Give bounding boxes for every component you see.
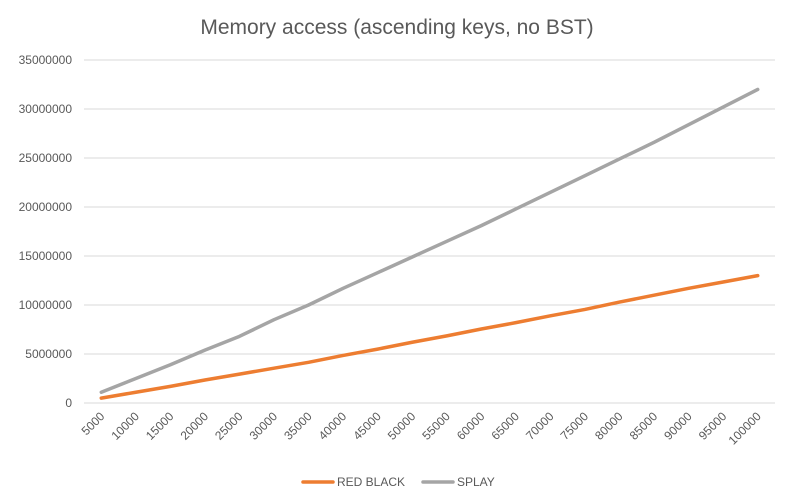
x-tick-label: 30000 xyxy=(247,409,281,443)
x-axis-tick-labels: 5000 10000 15000 20000 25000 30000 35000 40000 4… xyxy=(79,409,764,447)
series-line-red-black xyxy=(99,273,760,400)
x-tick-label: 20000 xyxy=(178,409,212,443)
y-tick-label: 25000000 xyxy=(19,151,73,165)
legend: RED BLACK SPLAY xyxy=(301,475,495,489)
x-tick-label: 15000 xyxy=(143,409,177,443)
x-tick-label: 35000 xyxy=(281,409,315,443)
data-series xyxy=(99,87,760,400)
x-tick-label: 80000 xyxy=(592,409,626,443)
x-tick-label: 65000 xyxy=(488,409,522,443)
legend-label: RED BLACK xyxy=(337,475,405,489)
gridlines xyxy=(84,59,775,404)
legend-label: SPLAY xyxy=(457,475,495,489)
y-tick-label: 20000000 xyxy=(19,200,73,214)
x-tick-label: 45000 xyxy=(350,409,384,443)
x-tick-label: 100000 xyxy=(726,409,764,447)
y-tick-label: 10000000 xyxy=(19,298,73,312)
x-tick-label: 55000 xyxy=(419,409,453,443)
x-tick-label: 50000 xyxy=(385,409,419,443)
x-tick-label: 5000 xyxy=(79,409,108,438)
y-tick-label: 35000000 xyxy=(19,53,73,67)
x-tick-label: 75000 xyxy=(558,409,592,443)
y-tick-label: 15000000 xyxy=(19,249,73,263)
x-tick-label: 60000 xyxy=(454,409,488,443)
y-axis-tick-labels: 0 5000000 10000000 15000000 20000000 25000000… xyxy=(19,53,73,410)
x-tick-label: 40000 xyxy=(316,409,350,443)
y-tick-label: 5000000 xyxy=(25,347,72,361)
y-tick-label: 0 xyxy=(65,396,72,410)
chart-title: Memory access (ascending keys, no BST) xyxy=(200,16,593,39)
x-tick-label: 70000 xyxy=(523,409,557,443)
x-tick-label: 10000 xyxy=(108,409,142,443)
x-tick-label: 90000 xyxy=(661,409,695,443)
x-tick-label: 25000 xyxy=(212,409,246,443)
series-line-splay xyxy=(99,87,760,394)
y-tick-label: 30000000 xyxy=(19,102,73,116)
x-tick-label: 85000 xyxy=(627,409,661,443)
